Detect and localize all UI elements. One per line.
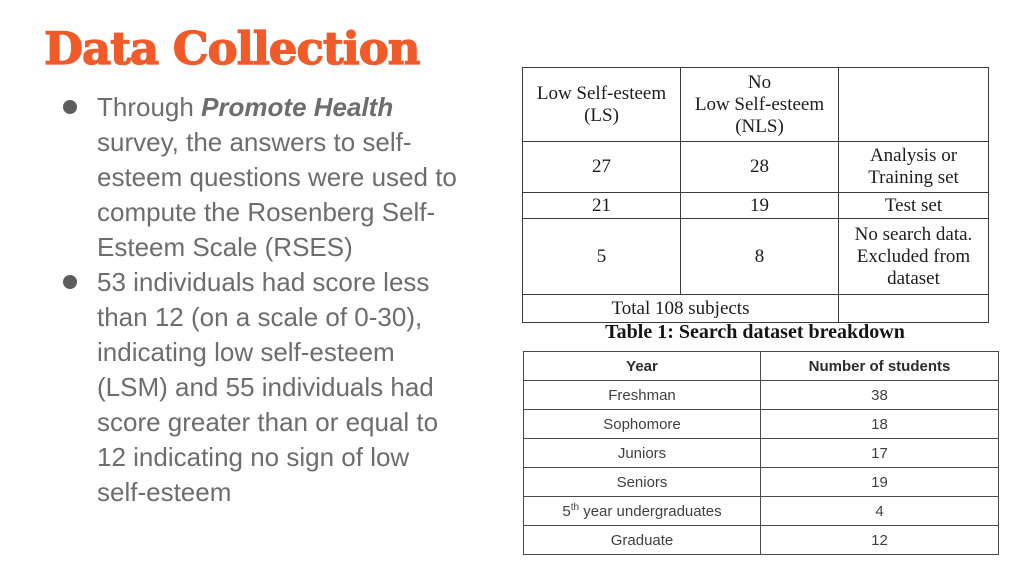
cell-year: Sophomore [523, 409, 761, 439]
bullet-text-rest: survey, the answers to self-esteem quest… [97, 127, 457, 262]
table-row-sophomore: Sophomore 18 [523, 409, 999, 439]
header-low-self-esteem: Low Self-esteem (LS) [522, 67, 681, 142]
cell-count: 4 [760, 496, 999, 526]
table-row-test: 21 19 Test set [522, 192, 989, 219]
bullet-item-scores: 53 individuals had score less than 12 (o… [58, 265, 460, 510]
bullet-item-survey: Through Promote Health survey, the answe… [58, 90, 460, 265]
cell-ls: 27 [522, 141, 681, 193]
header-empty [838, 67, 989, 142]
cell-year: Juniors [523, 438, 761, 468]
table-header-row: Low Self-esteem (LS) No Low Self-esteem … [522, 67, 989, 142]
table-header-row: Year Number of students [523, 351, 999, 381]
cell-count: 12 [760, 525, 999, 555]
bullet-list: Through Promote Health survey, the answe… [58, 90, 460, 510]
cell-count: 38 [760, 380, 999, 410]
students-by-year-table: Year Number of students Freshman 38 Soph… [523, 351, 999, 555]
cell-total: Total 108 subjects [522, 294, 839, 323]
cell-count: 17 [760, 438, 999, 468]
cell-label: Analysis or Training set [838, 141, 989, 193]
cell-count: 19 [760, 467, 999, 497]
cell-year: Graduate [523, 525, 761, 555]
cell-ls: 21 [522, 192, 681, 219]
table-row-seniors: Seniors 19 [523, 467, 999, 497]
bullet-text-prefix: Through [97, 92, 202, 122]
cell-year: Seniors [523, 467, 761, 497]
search-dataset-table: Low Self-esteem (LS) No Low Self-esteem … [522, 67, 989, 323]
table-row-excluded: 5 8 No search data. Excluded from datase… [522, 218, 989, 295]
page-title: Data Collection [43, 21, 421, 75]
table-row-total: Total 108 subjects [522, 294, 989, 323]
table-caption: Table 1: Search dataset breakdown [605, 321, 905, 343]
bullet-icon [63, 275, 77, 289]
header-number-of-students: Number of students [760, 351, 999, 381]
bullet-text: 53 individuals had score less than 12 (o… [97, 267, 439, 507]
cell-empty [838, 294, 989, 323]
cell-label: Test set [838, 192, 989, 219]
cell-count: 18 [760, 409, 999, 439]
header-no-low-self-esteem: No Low Self-esteem (NLS) [680, 67, 839, 142]
cell-ls: 5 [522, 218, 681, 295]
cell-nls: 19 [680, 192, 839, 219]
table-row-training: 27 28 Analysis or Training set [522, 141, 989, 193]
table-row-graduate: Graduate 12 [523, 525, 999, 555]
bullet-text-emphasis: Promote Health [201, 92, 394, 122]
header-year: Year [523, 351, 761, 381]
cell-label: No search data. Excluded from dataset [838, 218, 989, 295]
bullet-icon [63, 100, 77, 114]
cell-nls: 28 [680, 141, 839, 193]
table-row-juniors: Juniors 17 [523, 438, 999, 468]
cell-year: 5th year undergraduates [523, 496, 761, 526]
cell-year: Freshman [523, 380, 761, 410]
table-row-freshman: Freshman 38 [523, 380, 999, 410]
table-row-fifth-year: 5th year undergraduates 4 [523, 496, 999, 526]
cell-nls: 8 [680, 218, 839, 295]
